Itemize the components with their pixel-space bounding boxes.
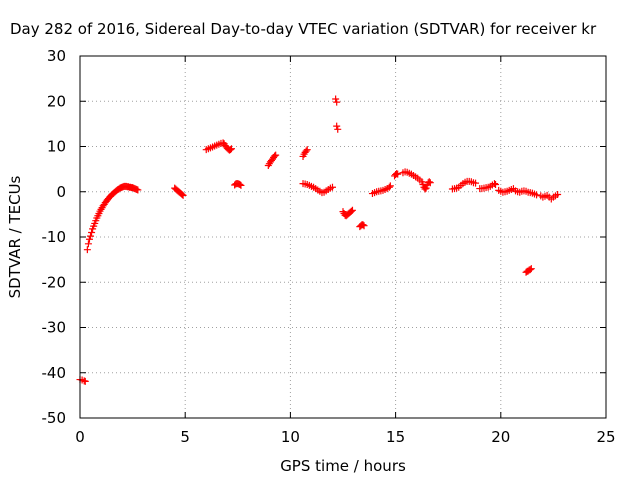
plot-frame — [79, 55, 607, 419]
data-point — [422, 184, 430, 192]
x-tick-label: 10 — [281, 428, 300, 446]
data-point — [385, 183, 393, 191]
x-tick-label: 15 — [386, 428, 405, 446]
data-point — [421, 185, 429, 193]
data-point — [272, 151, 280, 159]
data-point — [334, 125, 342, 133]
data-point — [425, 178, 433, 186]
data-point — [134, 186, 142, 194]
y-tick-label: 30 — [47, 47, 66, 65]
y-tick-label: -40 — [42, 364, 67, 382]
y-axis-title: SDTVAR / TECUs — [6, 175, 24, 298]
data-point — [83, 246, 91, 254]
data-point — [472, 179, 480, 187]
data-point — [386, 182, 394, 190]
data-point — [492, 181, 500, 189]
data-point — [226, 146, 234, 154]
data-point — [236, 181, 244, 189]
data-point — [227, 145, 235, 153]
grid — [80, 56, 606, 418]
data-point — [303, 146, 311, 154]
data-point — [178, 190, 186, 198]
y-tick-label: -10 — [42, 228, 67, 246]
data-point — [237, 181, 245, 189]
data-point — [347, 207, 355, 215]
axis-ticks: 0 5 10 15 20 25 -50 -40 -30 -20 -10 0 10 20 30 — [42, 47, 616, 446]
data-point — [88, 228, 96, 236]
data-point — [179, 191, 187, 199]
data-point — [81, 377, 89, 385]
data-point — [426, 179, 434, 187]
data-point — [333, 122, 341, 130]
x-tick-label: 20 — [491, 428, 510, 446]
data-point — [533, 191, 541, 199]
data-point — [85, 235, 93, 243]
data-point — [490, 180, 498, 188]
data-points — [76, 95, 562, 385]
data-point — [348, 206, 356, 214]
x-tick-label: 25 — [596, 428, 615, 446]
data-point — [328, 183, 336, 191]
data-point — [527, 265, 535, 273]
data-point — [332, 95, 340, 103]
data-point — [526, 266, 534, 274]
data-point — [554, 190, 562, 198]
y-tick-label: 20 — [47, 92, 66, 110]
chart-title: Day 282 of 2016, Sidereal Day-to-day VTE… — [10, 20, 597, 38]
data-point — [359, 221, 367, 229]
y-tick-label: -30 — [42, 319, 67, 337]
y-tick-label: -20 — [42, 273, 67, 291]
x-tick-label: 5 — [180, 428, 190, 446]
y-tick-label: 0 — [56, 183, 66, 201]
y-tick-label: -50 — [42, 409, 67, 427]
data-point — [302, 147, 310, 155]
x-tick-label: 0 — [75, 428, 85, 446]
data-point — [87, 232, 95, 240]
x-axis-title: GPS time / hours — [280, 457, 406, 475]
data-point — [360, 222, 368, 230]
data-point — [84, 240, 92, 248]
data-point — [333, 98, 341, 106]
data-point — [271, 152, 279, 160]
data-point — [394, 170, 402, 178]
y-tick-label: 10 — [47, 138, 66, 156]
